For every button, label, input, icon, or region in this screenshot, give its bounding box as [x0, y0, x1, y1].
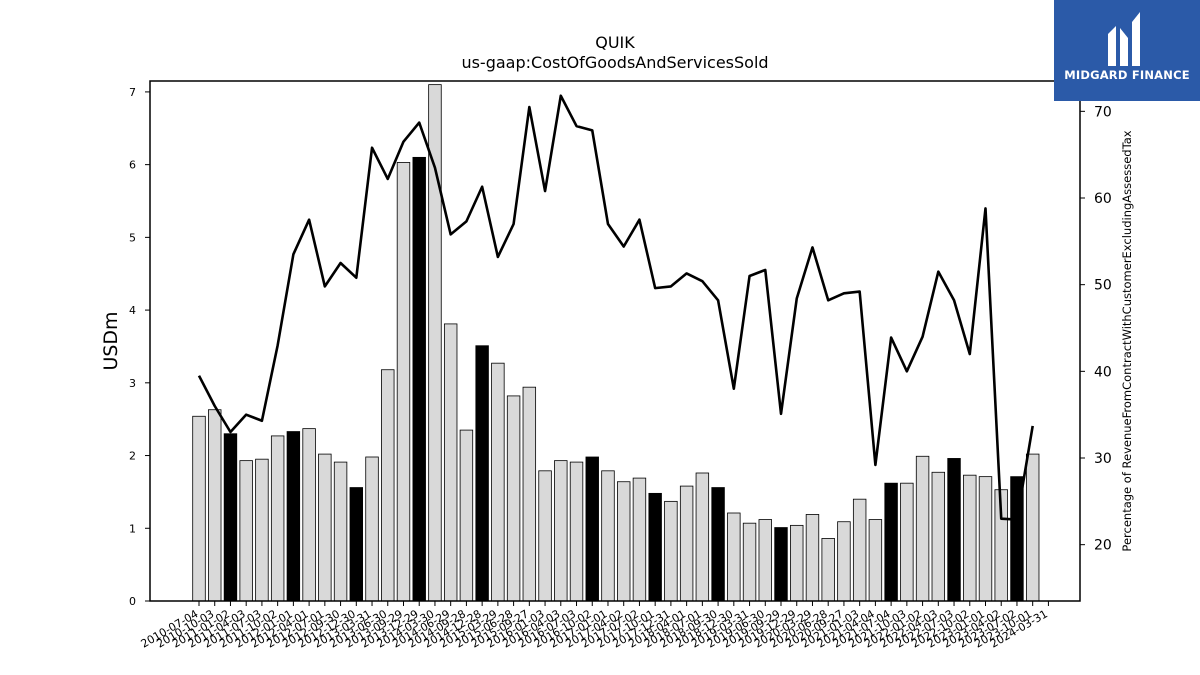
bar [632, 477, 647, 602]
bar [695, 472, 710, 602]
bar [837, 521, 851, 602]
bar [286, 431, 301, 602]
bar [821, 538, 835, 602]
bar [208, 409, 222, 602]
chart-subtitle: us-gaap:CostOfGoodsAndServicesSold [461, 53, 768, 72]
y2-tick-label: 50 [1094, 278, 1112, 294]
y2-tick-label: 60 [1094, 191, 1112, 207]
bar [900, 482, 914, 602]
bar [601, 470, 615, 602]
bar [270, 435, 285, 602]
percentage-line [197, 94, 1034, 521]
y-tick-label: 5 [129, 231, 136, 244]
y-tick-label: 2 [129, 450, 136, 463]
y2-tick-label: 20 [1094, 538, 1112, 554]
bar [255, 458, 269, 602]
bar [711, 487, 725, 602]
bar [868, 519, 883, 602]
bar [742, 522, 757, 602]
bar [223, 433, 238, 602]
chart-title: QUIK [595, 33, 635, 52]
bar [852, 498, 867, 602]
bar [963, 474, 977, 602]
bar [333, 461, 348, 602]
bar [554, 460, 568, 602]
bar [805, 514, 820, 602]
bar [931, 471, 946, 602]
bar [727, 512, 741, 602]
bar [915, 455, 930, 602]
bar [522, 386, 537, 602]
y-tick-label: 4 [129, 304, 136, 317]
bar [475, 345, 489, 602]
y2-axis-label: Percentage of RevenueFromContractWithCus… [1120, 130, 1134, 551]
bar [365, 456, 379, 602]
bar [538, 470, 552, 602]
bar [648, 492, 662, 602]
bar [679, 485, 694, 602]
y-axis-label: USDm [100, 311, 122, 370]
bar [617, 481, 631, 602]
y-tick-label: 0 [129, 595, 136, 608]
bar [302, 428, 316, 602]
bar [318, 453, 332, 602]
bar [774, 527, 788, 602]
y2-tick-label: 30 [1094, 451, 1112, 467]
bar [381, 369, 395, 602]
bar [585, 456, 599, 602]
bar [978, 476, 993, 602]
bar [947, 458, 961, 602]
y-tick-label: 1 [129, 522, 136, 535]
logo-text: MIDGARD FINANCE [1064, 68, 1190, 82]
line-series [197, 94, 1034, 521]
bar [412, 156, 426, 602]
bar [428, 84, 442, 602]
bar [664, 500, 678, 602]
bar [790, 524, 804, 602]
bar [239, 460, 253, 602]
bar [459, 429, 474, 602]
axes: 012345672030405060702010-07-042010-10-03… [129, 80, 1112, 651]
bar [506, 395, 521, 602]
midgard-logo-mark-icon [1108, 12, 1140, 66]
bar [569, 461, 584, 602]
bar [1025, 453, 1040, 602]
y2-tick-label: 70 [1094, 104, 1112, 120]
bar [491, 362, 505, 602]
plot-frame [149, 80, 1081, 602]
bar [396, 162, 411, 602]
y-tick-label: 7 [129, 86, 136, 99]
y2-tick-label: 40 [1094, 364, 1112, 380]
y-tick-label: 3 [129, 377, 136, 390]
midgard-finance-logo: MIDGARD FINANCE [1054, 0, 1200, 101]
bar [884, 482, 898, 602]
bar-series [192, 84, 1040, 602]
bar [758, 519, 772, 602]
y-tick-label: 6 [129, 159, 136, 172]
bar [349, 487, 364, 602]
bar [443, 323, 458, 602]
bar [192, 415, 206, 602]
